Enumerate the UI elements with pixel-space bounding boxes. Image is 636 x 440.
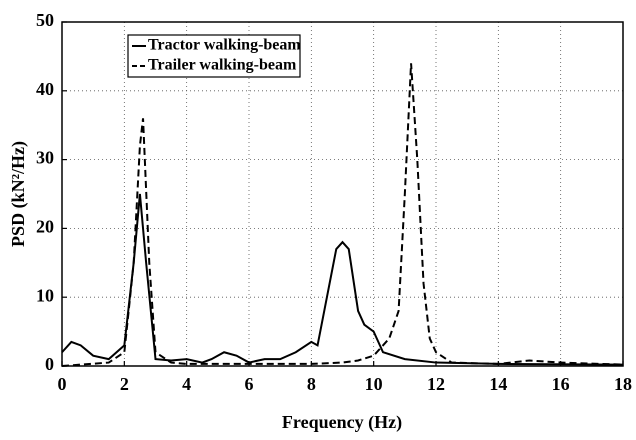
plot-frame (61, 21, 624, 367)
legend-label: Trailer walking-beam (148, 57, 297, 74)
x-tick-label: 16 (552, 374, 570, 394)
x-tick-label: 12 (427, 374, 445, 394)
x-tick-label: 8 (307, 374, 316, 394)
x-tick-label: 14 (489, 374, 507, 394)
legend-box (127, 34, 301, 78)
x-tick-label: 10 (365, 374, 383, 394)
x-tick-label: 0 (58, 374, 67, 394)
x-tick-label: 6 (245, 374, 254, 394)
x-tick-label: 2 (120, 374, 129, 394)
x-tick-label: 4 (182, 374, 191, 394)
x-axis-label: Frequency (Hz) (282, 412, 402, 433)
y-tick-label: 10 (36, 285, 54, 305)
y-tick-label: 30 (36, 148, 54, 168)
series-line (61, 63, 624, 367)
y-axis-label: PSD (kN²/Hz) (8, 141, 29, 247)
y-tick-label: 40 (36, 79, 54, 99)
x-tick-label: 18 (614, 374, 632, 394)
legend-label: Tractor walking-beam (148, 37, 301, 54)
series-line (61, 193, 624, 366)
y-tick-label: 20 (36, 217, 54, 237)
y-tick-label: 50 (36, 10, 54, 30)
y-tick-label: 0 (45, 354, 54, 374)
